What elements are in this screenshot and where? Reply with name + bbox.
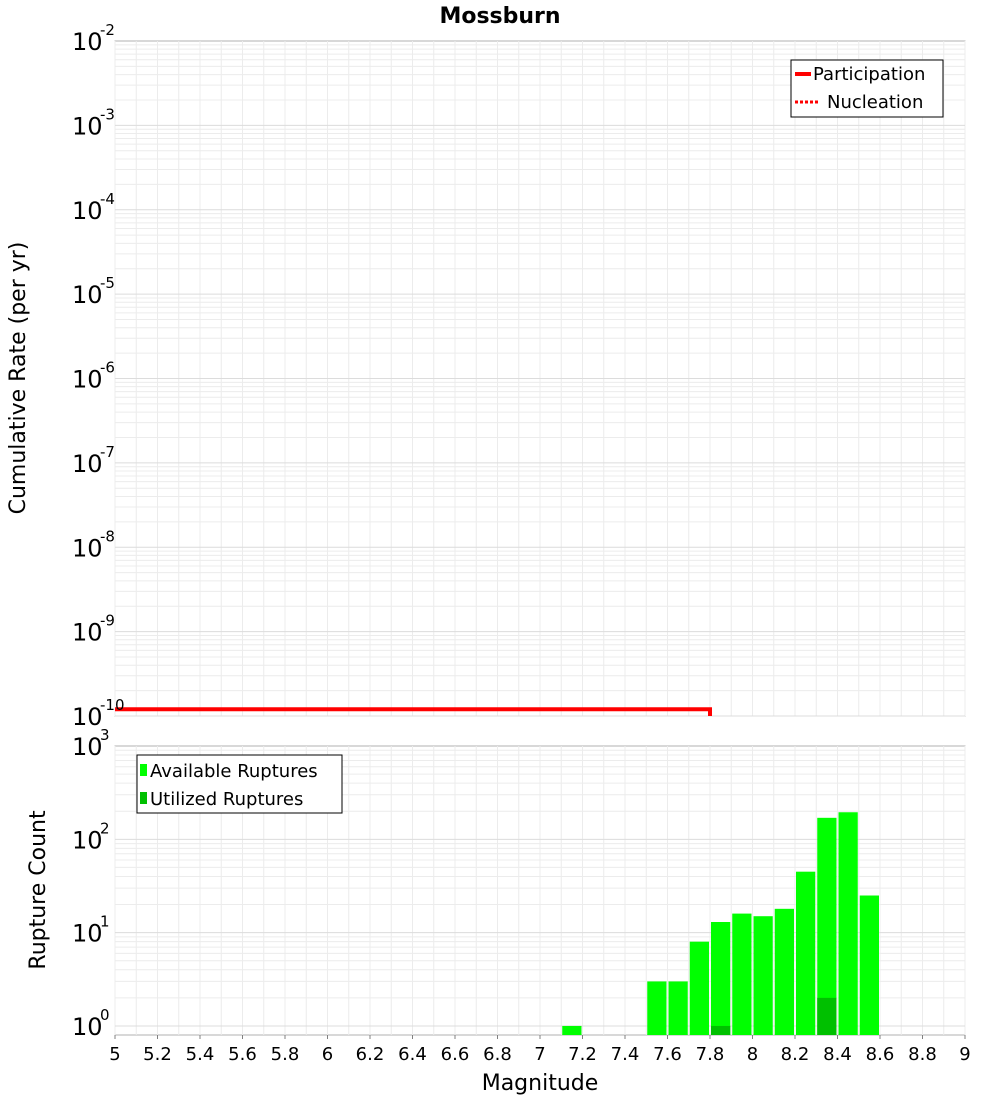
x-tick-label: 6.2 <box>356 1044 385 1065</box>
count-y-tick-exponent: 3 <box>100 726 110 744</box>
count-y-tick-label: 10 <box>72 733 103 761</box>
rate-y-tick-exponent: -6 <box>100 359 115 377</box>
x-tick-label: 6.8 <box>483 1044 512 1065</box>
available-rupture-bar <box>796 871 816 1035</box>
x-tick-label: 7.6 <box>653 1044 682 1065</box>
count-bars <box>562 812 879 1035</box>
rate-legend: Participation Nucleation <box>790 59 944 118</box>
count-y-tick-exponent: 0 <box>100 1006 110 1024</box>
available-rupture-bar <box>647 981 667 1035</box>
rate-y-tick-exponent: -7 <box>100 443 115 461</box>
rate-y-tick-label: 10 <box>72 366 103 394</box>
legend-participation-label: Participation <box>813 64 925 85</box>
rate-y-tick-label: 10 <box>72 28 103 56</box>
rate-y-tick-label: 10 <box>72 619 103 647</box>
rate-y-tick-exponent: -2 <box>100 21 115 39</box>
count-y-tick-label: 10 <box>72 920 103 948</box>
rate-legend-box <box>790 59 944 118</box>
x-tick-label: 8.4 <box>823 1044 852 1065</box>
count-x-ticks: 5 5.2 5.4 5.6 5.8 6 6.2 6.4 6.6 6.8 7 7.2 7.4 7.6 7.8 8… <box>109 1035 971 1065</box>
rate-series <box>115 707 712 716</box>
available-rupture-bar <box>774 908 794 1035</box>
x-tick-label: 9 <box>959 1044 970 1065</box>
x-tick-label: 5.4 <box>186 1044 215 1065</box>
available-rupture-bar <box>668 981 688 1035</box>
rate-y-tick-label: 10 <box>72 450 103 478</box>
legend-available-swatch <box>140 764 147 776</box>
chart-title: Mossburn <box>439 4 560 29</box>
available-rupture-bar <box>689 941 709 1035</box>
count-y-axis-label: Rupture Count <box>26 810 51 970</box>
x-tick-label: 8.2 <box>781 1044 810 1065</box>
rate-y-tick-exponent: -10 <box>100 696 125 714</box>
rate-grid <box>114 41 966 717</box>
count-legend-box <box>136 754 343 814</box>
x-tick-label: 8.8 <box>908 1044 937 1065</box>
rate-y-tick-label: 10 <box>72 112 103 140</box>
x-axis-label: Magnitude <box>482 1071 599 1096</box>
x-tick-label: 8 <box>747 1044 758 1065</box>
legend-nucleation-label: Nucleation <box>827 92 923 113</box>
x-tick-label: 6.4 <box>398 1044 427 1065</box>
rate-y-tick-exponent: -9 <box>100 612 115 630</box>
rate-y-tick-label: 10 <box>72 197 103 225</box>
x-tick-label: 7 <box>534 1044 545 1065</box>
available-rupture-bar <box>753 916 773 1035</box>
rate-y-tick-exponent: -4 <box>100 190 115 208</box>
x-tick-label: 5 <box>109 1044 120 1065</box>
x-tick-label: 7.8 <box>696 1044 725 1065</box>
count-y-tick-exponent: 1 <box>100 913 110 931</box>
utilized-rupture-bar <box>711 1025 731 1035</box>
available-rupture-bar <box>732 913 752 1035</box>
count-legend: Available Ruptures Utilized Ruptures <box>136 754 343 814</box>
legend-utilized-swatch <box>140 792 147 804</box>
count-y-tick-label: 10 <box>72 826 103 854</box>
legend-utilized-label: Utilized Ruptures <box>150 789 303 810</box>
available-rupture-bar <box>838 812 858 1035</box>
x-tick-label: 5.8 <box>271 1044 300 1065</box>
rate-y-tick-exponent: -5 <box>100 274 115 292</box>
count-y-tick-label: 10 <box>72 1013 103 1041</box>
x-tick-label: 5.2 <box>143 1044 172 1065</box>
x-tick-label: 7.4 <box>611 1044 640 1065</box>
rate-y-tick-label: 10 <box>72 281 103 309</box>
series-participation-line <box>115 707 712 716</box>
rate-y-tick-label: 10 <box>72 703 103 731</box>
available-rupture-bar <box>817 817 837 1035</box>
x-tick-label: 7.2 <box>568 1044 597 1065</box>
count-y-tick-exponent: 2 <box>100 819 110 837</box>
available-rupture-bar <box>859 895 879 1035</box>
available-rupture-bar <box>562 1025 582 1035</box>
rate-y-tick-exponent: -8 <box>100 527 115 545</box>
rate-y-axis-label: Cumulative Rate (per yr) <box>6 242 31 515</box>
rate-y-tick-exponent: -3 <box>100 105 115 123</box>
x-tick-label: 8.6 <box>866 1044 895 1065</box>
rate-y-tick-label: 10 <box>72 534 103 562</box>
x-tick-label: 5.6 <box>228 1044 257 1065</box>
x-tick-label: 6 <box>322 1044 333 1065</box>
legend-available-label: Available Ruptures <box>150 761 318 782</box>
utilized-rupture-bar <box>817 997 837 1035</box>
x-tick-label: 6.6 <box>441 1044 470 1065</box>
available-rupture-bar <box>711 922 731 1035</box>
